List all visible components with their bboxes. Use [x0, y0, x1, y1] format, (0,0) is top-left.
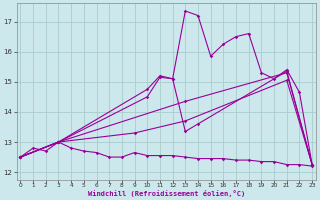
X-axis label: Windchill (Refroidissement éolien,°C): Windchill (Refroidissement éolien,°C) [88, 190, 245, 197]
